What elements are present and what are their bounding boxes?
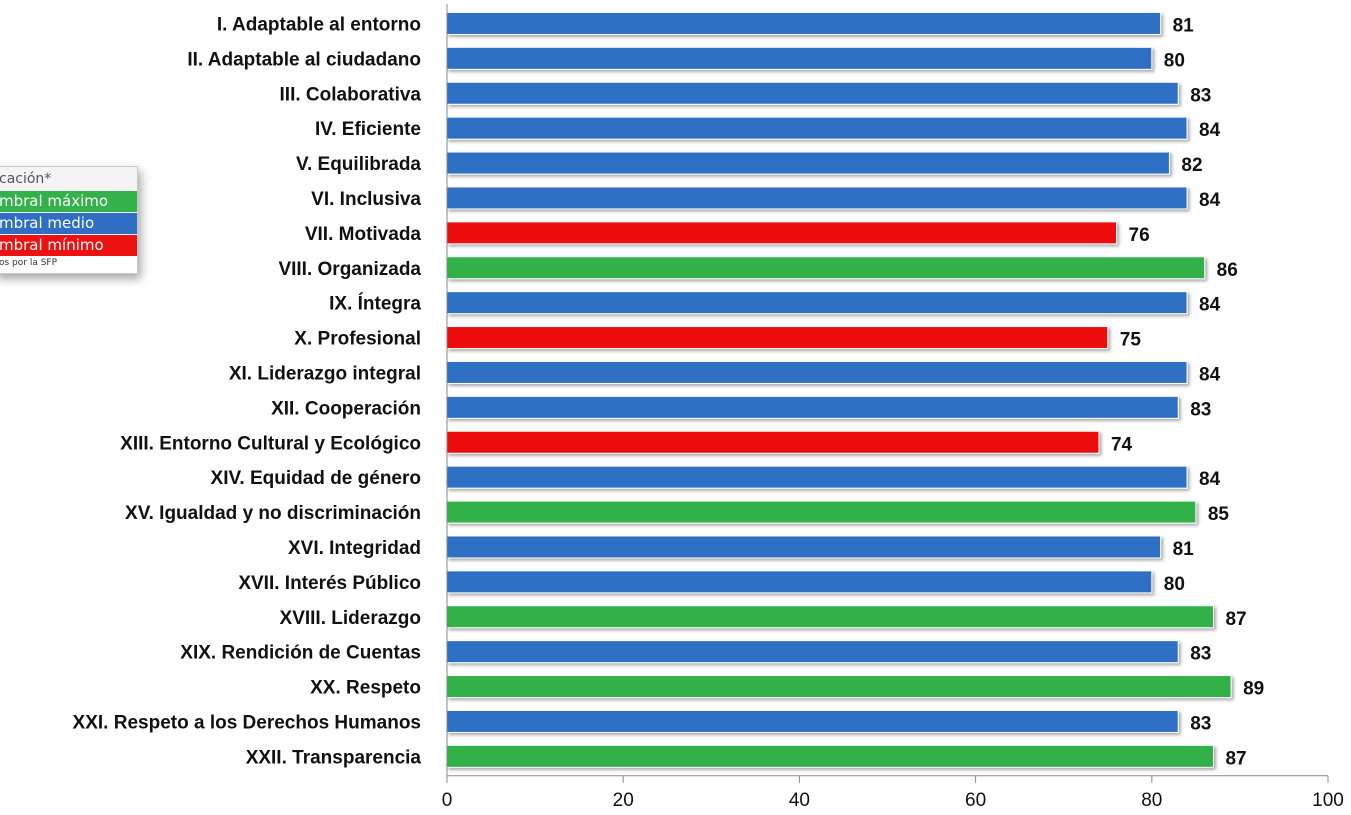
value-label: 75 bbox=[1120, 330, 1142, 351]
category-label: IV. Eficiente bbox=[315, 119, 421, 140]
category-label: XII. Cooperación bbox=[271, 398, 421, 419]
legend-item-umbral-minimo: mbral mínimo bbox=[0, 234, 137, 256]
x-tick-label: 60 bbox=[965, 790, 986, 811]
x-tick-label: 40 bbox=[789, 790, 810, 811]
value-label: 83 bbox=[1190, 644, 1211, 665]
value-label: 84 bbox=[1199, 190, 1221, 211]
x-tick-label: 20 bbox=[613, 790, 634, 811]
bar bbox=[446, 465, 1188, 489]
bar bbox=[446, 256, 1206, 280]
x-tick-label: 80 bbox=[1141, 790, 1162, 811]
value-label: 81 bbox=[1173, 15, 1195, 36]
category-label: XXI. Respeto a los Derechos Humanos bbox=[73, 712, 421, 733]
bar bbox=[446, 395, 1179, 419]
category-label: XIII. Entorno Cultural y Ecológico bbox=[120, 433, 421, 454]
value-label: 85 bbox=[1208, 504, 1230, 525]
bar bbox=[446, 744, 1214, 768]
value-label: 74 bbox=[1111, 434, 1133, 455]
value-label: 80 bbox=[1164, 50, 1185, 71]
category-label: XVII. Interés Público bbox=[238, 573, 421, 594]
bar bbox=[446, 570, 1153, 594]
value-label: 87 bbox=[1225, 609, 1246, 630]
bar bbox=[446, 11, 1162, 35]
category-label: XIV. Equidad de género bbox=[211, 468, 421, 489]
bar bbox=[446, 640, 1179, 664]
bar bbox=[446, 360, 1188, 384]
bar bbox=[446, 46, 1153, 70]
bar bbox=[446, 151, 1170, 175]
category-label: XVI. Integridad bbox=[288, 538, 421, 559]
bar bbox=[446, 430, 1100, 454]
bar bbox=[446, 116, 1188, 140]
bar bbox=[446, 675, 1232, 699]
legend-title: cación* bbox=[0, 171, 52, 187]
value-label: 84 bbox=[1199, 364, 1221, 385]
category-label: XVIII. Liderazgo bbox=[280, 608, 421, 629]
value-label: 89 bbox=[1243, 679, 1264, 700]
bar bbox=[446, 291, 1188, 315]
bar bbox=[446, 709, 1179, 733]
bar bbox=[446, 605, 1214, 629]
category-label: VII. Motivada bbox=[305, 224, 422, 245]
category-label: XIX. Rendición de Cuentas bbox=[180, 643, 421, 664]
value-label: 76 bbox=[1129, 225, 1150, 246]
category-label: XXII. Transparencia bbox=[246, 747, 422, 768]
legend-item-umbral-medio: mbral medio bbox=[0, 212, 137, 234]
value-label: 80 bbox=[1164, 574, 1185, 595]
value-label: 81 bbox=[1173, 539, 1195, 560]
value-label: 84 bbox=[1199, 295, 1221, 316]
category-label: III. Colaborativa bbox=[280, 84, 422, 105]
bar bbox=[446, 221, 1118, 245]
category-label: I. Adaptable al entorno bbox=[217, 14, 421, 35]
category-label: XI. Liderazgo integral bbox=[229, 363, 421, 384]
value-label: 82 bbox=[1181, 155, 1202, 176]
value-label: 84 bbox=[1199, 469, 1221, 490]
bar bbox=[446, 326, 1109, 350]
value-label: 84 bbox=[1199, 120, 1221, 141]
category-label: V. Equilibrada bbox=[296, 154, 421, 175]
category-label: IX. Íntegra bbox=[329, 293, 421, 315]
value-label: 83 bbox=[1190, 399, 1211, 420]
legend: cación* mbral máximo mbral medio mbral m… bbox=[0, 166, 138, 274]
category-label: XX. Respeto bbox=[310, 678, 421, 699]
value-label: 83 bbox=[1190, 713, 1211, 734]
bar bbox=[446, 500, 1197, 524]
value-label: 86 bbox=[1217, 260, 1238, 281]
x-tick-label: 100 bbox=[1312, 790, 1344, 811]
legend-item-umbral-maximo: mbral máximo bbox=[0, 190, 137, 212]
value-label: 87 bbox=[1225, 748, 1246, 769]
category-label: VI. Inclusiva bbox=[311, 189, 421, 210]
x-tick-label: 0 bbox=[442, 790, 453, 811]
bar bbox=[446, 535, 1162, 559]
category-label: II. Adaptable al ciudadano bbox=[187, 49, 421, 70]
bar bbox=[446, 81, 1179, 105]
category-label: XV. Igualdad y no discriminación bbox=[125, 503, 421, 524]
bar bbox=[446, 186, 1188, 210]
category-label: VIII. Organizada bbox=[278, 259, 421, 280]
value-label: 83 bbox=[1190, 85, 1211, 106]
category-label: X. Profesional bbox=[294, 329, 421, 350]
legend-note: os por la SFP bbox=[0, 256, 137, 273]
